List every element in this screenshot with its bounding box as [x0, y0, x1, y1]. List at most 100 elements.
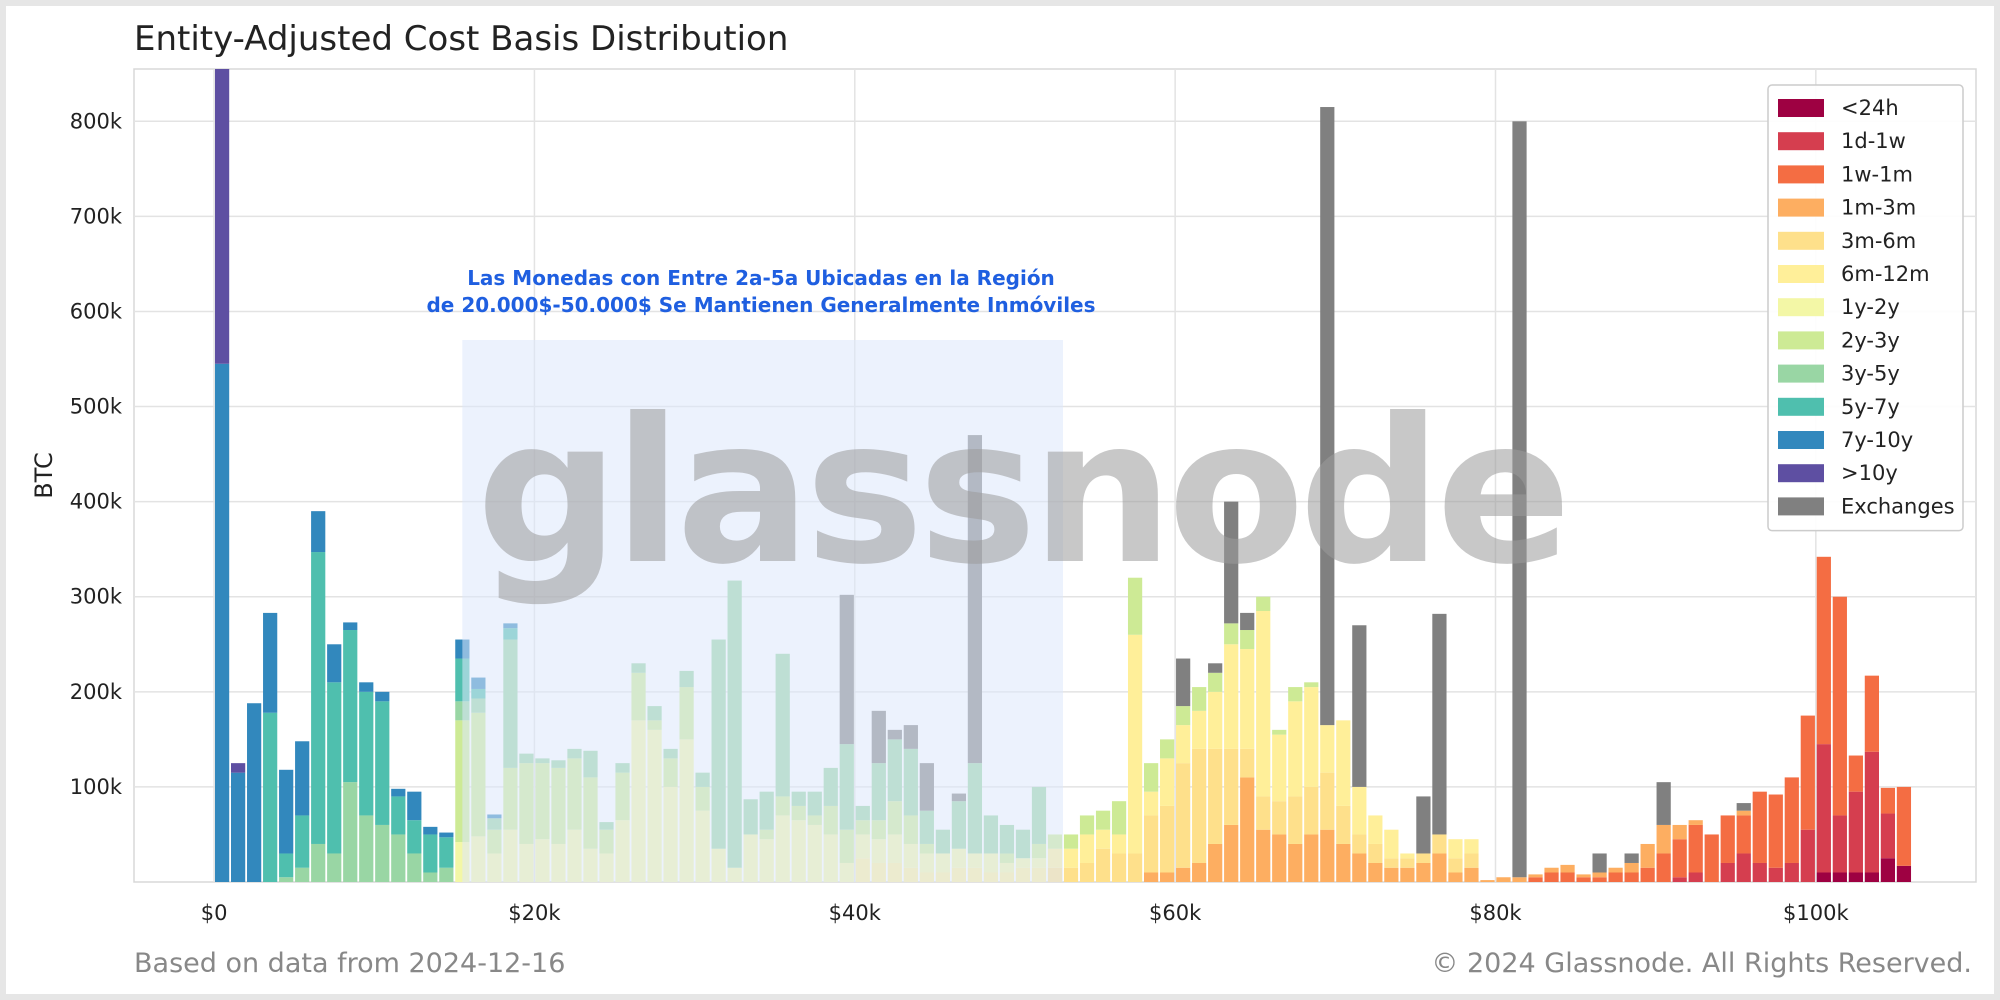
bar-segment-6m-12m	[1224, 644, 1239, 749]
bar-segment-1d-1w	[1816, 744, 1831, 873]
bar-segment-1m-3m	[1272, 834, 1287, 882]
y-tick-label: 400k	[70, 490, 123, 514]
bar-segment-1d-1w	[1688, 872, 1703, 882]
bar-segment-5y-7y	[423, 834, 438, 873]
x-tick-label: $100k	[1783, 901, 1849, 925]
bar-segment-5y-7y	[359, 691, 374, 816]
legend-label-1m-3m: 1m-3m	[1841, 196, 1916, 220]
bar-segment-3y-5y	[311, 843, 326, 882]
bar-segment-1w-1m	[1768, 794, 1783, 868]
bar-segment-6m-12m	[1111, 834, 1127, 854]
y-tick-label: 700k	[70, 204, 123, 228]
bar-segment-1m-3m	[1256, 829, 1271, 882]
bar-segment-1d-1w	[1784, 862, 1799, 882]
bar-segment-1m-3m	[1400, 867, 1415, 882]
bar-segment-1m-3m	[1288, 843, 1303, 882]
bar-segment-7y-10y	[311, 511, 326, 553]
bar-segment-6m-12m	[1352, 786, 1367, 835]
bar-segment-2y-3y	[1095, 810, 1111, 830]
bar-segment-1m-3m	[1496, 877, 1511, 882]
bar-segment-5y-7y	[295, 815, 310, 868]
bar-segment-1m-3m	[1448, 872, 1463, 882]
legend-swatch-5y-7y	[1778, 397, 1824, 416]
legend-label-7y-10y: 7y-10y	[1841, 428, 1913, 452]
bar-segment-6m-12m	[1079, 834, 1095, 863]
bar-segment-1w-1m	[1880, 787, 1896, 814]
bar-segment-3y-5y	[359, 815, 374, 882]
bar-segment-3m-6m	[1079, 862, 1095, 882]
legend-swatch-1m-3m	[1778, 198, 1824, 217]
bar-segment-3m-6m	[1143, 815, 1159, 873]
bar-segment-3y-5y	[439, 867, 454, 882]
legend-label-6m-12m: 6m-12m	[1841, 262, 1930, 286]
bar-segment-1m-3m	[1192, 862, 1207, 882]
x-tick-label: $60k	[1149, 901, 1202, 925]
bar-segment-1m-3m	[1336, 843, 1351, 882]
bar-segment-5y-7y	[311, 552, 326, 844]
bar-segment-1m-3m	[1480, 880, 1495, 882]
bar-segment-1m-3m	[1624, 862, 1639, 873]
legend: <24h 1d-1w 1w-1m 1m-3m 3m-6m 6m-12m 1y-2y 2y-3y…	[1767, 84, 1964, 532]
bar-segment-1w-1m	[1576, 877, 1591, 882]
bar-segment-1d-1w	[1832, 815, 1847, 873]
bar-segment-1w-1m	[1608, 872, 1623, 882]
bar-segment-2y-3y	[1240, 630, 1255, 650]
bar-segment-3m-6m	[1448, 858, 1463, 873]
bar-segment-6m-12m	[1127, 634, 1143, 854]
bar-segment-6m-12m	[1288, 701, 1303, 797]
bar-segment-2y-3y	[1111, 801, 1127, 835]
bar-segment-6m-12m	[1336, 720, 1351, 806]
bar-segment-3m-6m	[1272, 801, 1287, 835]
bar-segment-1d-1w	[1864, 751, 1879, 873]
bar-segment-1w-1m	[1704, 834, 1719, 882]
legend-swatch-6m-12m	[1778, 265, 1824, 283]
bar-segment-1w-1m	[1592, 877, 1607, 882]
bar-segment-1m-3m	[1736, 810, 1751, 816]
bar-segment-7y-10y	[359, 682, 374, 692]
bar-segment-1d-1w	[1736, 853, 1751, 882]
bar-segment-1m-3m	[1688, 820, 1703, 825]
bar-segment-1m-3m	[1143, 872, 1159, 882]
bar-segment-1m-3m	[1224, 824, 1239, 882]
bar-segment-1w-1m	[1752, 791, 1767, 863]
bar-segment-1m-3m	[1640, 843, 1655, 868]
bar-segment-7y-10y	[295, 741, 310, 816]
legend-swatch-1y-2y	[1778, 298, 1824, 317]
legend-swatch-gt10y	[1778, 464, 1824, 483]
bar-segment-lt24h	[1832, 872, 1847, 882]
bar-segment-6m-12m	[1448, 839, 1463, 859]
bar-segment-lt24h	[1880, 858, 1896, 882]
y-tick-label: 500k	[70, 395, 123, 419]
bar-segment-lt24h	[1816, 872, 1831, 882]
bar-segment-exchanges	[1208, 663, 1223, 673]
bar-segment-1w-1m	[1544, 872, 1559, 882]
bar-segment-3m-6m	[1160, 805, 1175, 873]
bar-segment-gt10y	[231, 763, 246, 773]
bar-segment-6m-12m	[1095, 829, 1111, 849]
bar-segment-3y-5y	[391, 834, 406, 882]
bar-segment-lt24h	[1864, 872, 1879, 882]
annotation-line-2: de 20.000$-50.000$ Se Mantienen Generalm…	[426, 293, 1095, 317]
bar-segment-exchanges	[1352, 625, 1367, 787]
bar-segment-3m-6m	[1464, 853, 1479, 868]
legend-label-lt24h: <24h	[1841, 96, 1899, 120]
bar-segment-exchanges	[1176, 658, 1191, 707]
bar-segment-1d-1w	[1672, 877, 1687, 882]
footer-data-date: Based on data from 2024-12-16	[134, 948, 565, 979]
bar-segment-1m-3m	[1416, 862, 1431, 882]
bar-segment-3m-6m	[1304, 786, 1319, 835]
bar-segment-5y-7y	[263, 712, 278, 882]
bar-segment-3m-6m	[1111, 853, 1127, 882]
legend-label-gt10y: >10y	[1841, 461, 1898, 485]
bar-segment-6m-12m	[1368, 815, 1383, 844]
bar-segment-7y-10y	[279, 769, 294, 854]
bar-segment-1m-3m	[1576, 874, 1591, 878]
bar-segment-1w-1m	[1736, 815, 1751, 854]
bar-segment-exchanges	[1512, 121, 1527, 878]
bar-segment-7y-10y	[327, 644, 342, 683]
x-tick-label: $40k	[829, 901, 882, 925]
bar-segment-2y-3y	[1127, 577, 1143, 635]
bar-segment-7y-10y	[423, 826, 438, 835]
bar-segment-exchanges	[1224, 501, 1239, 624]
bar-segment-1w-1m	[1656, 853, 1671, 882]
